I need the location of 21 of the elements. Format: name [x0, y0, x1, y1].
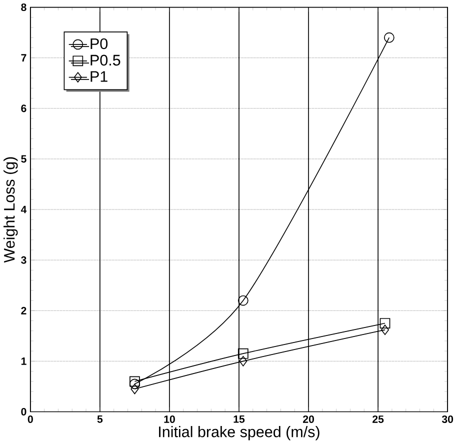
legend-label: P0.5	[90, 54, 120, 66]
y-tick-label: 4	[20, 206, 27, 214]
y-axis-title: Weight Loss (g)	[4, 157, 18, 263]
y-tick-label: 0	[21, 408, 26, 416]
y-tick-label: 1	[21, 358, 26, 365]
legend-label: P0	[90, 38, 108, 50]
x-tick-label: 25	[372, 416, 384, 424]
x-tick-label: 10	[164, 416, 175, 424]
legend-label: P1	[90, 71, 108, 82]
x-tick-label: 30	[442, 416, 454, 424]
y-tick-label: 8	[21, 4, 26, 12]
y-tick-label: 3	[21, 256, 26, 264]
x-axis-title: Initial brake speed (m/s)	[159, 426, 320, 440]
x-tick-label: 5	[97, 416, 103, 423]
y-tick-label: 2	[21, 307, 26, 314]
x-tick-label: 20	[303, 416, 314, 424]
y-tick-label: 5	[21, 155, 26, 163]
x-tick-label: 0	[28, 416, 33, 424]
y-tick-label: 6	[21, 104, 26, 112]
x-tick-label: 15	[234, 416, 245, 423]
y-tick-label: 7	[21, 54, 26, 62]
